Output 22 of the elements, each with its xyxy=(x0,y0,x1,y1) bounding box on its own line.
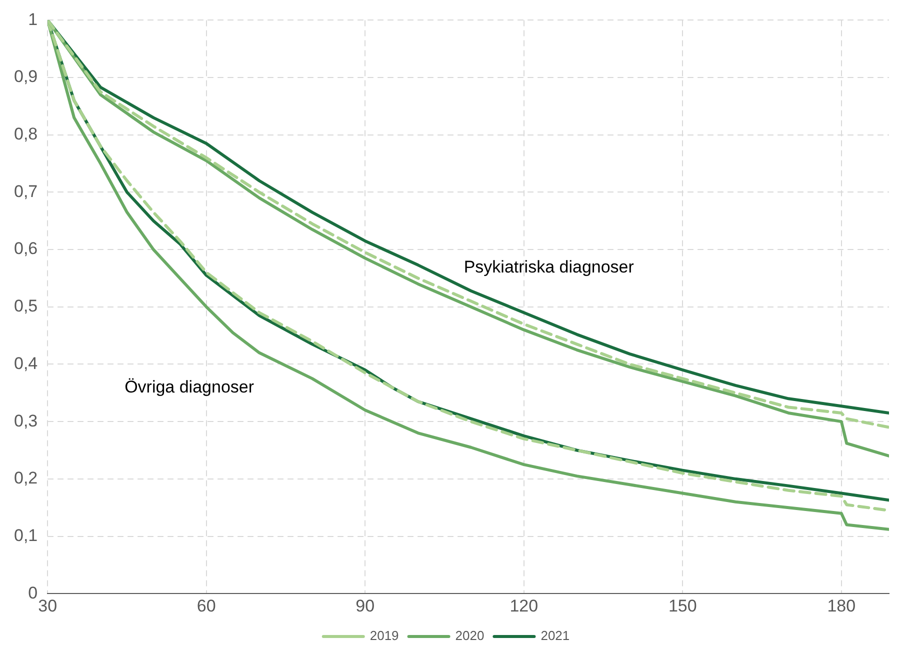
x-tick-label: 180 xyxy=(827,596,856,616)
y-tick-label: 0,8 xyxy=(14,124,38,144)
x-tick-label: 150 xyxy=(668,596,697,616)
y-tick-label: 0,2 xyxy=(14,468,38,488)
annotation: Psykiatriska diagnoser xyxy=(464,257,634,276)
x-tick-label: 60 xyxy=(196,596,216,616)
legend-label: 2019 xyxy=(370,628,399,644)
x-tick-label: 120 xyxy=(510,596,538,616)
y-tick-label: 0 xyxy=(28,583,38,602)
y-tick-label: 0,3 xyxy=(14,411,38,430)
y-tick-label: 0,7 xyxy=(14,182,38,201)
y-tick-label: 1 xyxy=(28,10,38,29)
annotation: Övriga diagnoser xyxy=(124,377,254,396)
y-tick-label: 0,5 xyxy=(14,296,38,316)
x-tick-label: 30 xyxy=(38,596,58,616)
y-tick-label: 0,6 xyxy=(14,239,38,258)
y-tick-label: 0,9 xyxy=(14,67,38,86)
y-tick-label: 0,4 xyxy=(14,354,38,373)
legend-label: 2020 xyxy=(455,628,484,644)
y-tick-label: 0,1 xyxy=(14,526,38,545)
x-tick-label: 90 xyxy=(356,596,375,616)
legend-label: 2021 xyxy=(540,628,570,644)
